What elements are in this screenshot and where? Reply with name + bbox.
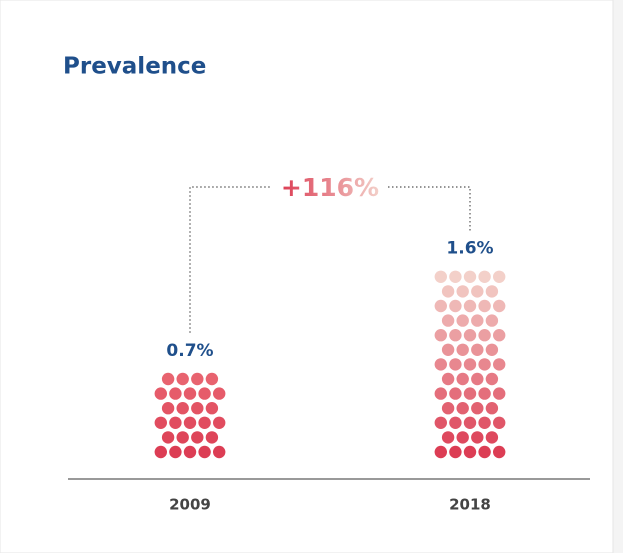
dot bbox=[463, 416, 477, 429]
dot bbox=[176, 372, 189, 386]
dot bbox=[198, 387, 211, 400]
dot bbox=[485, 402, 499, 415]
dot bbox=[456, 431, 469, 444]
dot bbox=[441, 343, 455, 356]
dot bbox=[485, 343, 499, 356]
dot bbox=[471, 431, 484, 444]
dot bbox=[434, 299, 447, 313]
dot bbox=[154, 416, 167, 429]
dot bbox=[449, 270, 462, 283]
dot bbox=[434, 445, 447, 459]
dot bbox=[434, 387, 447, 400]
dot bbox=[478, 329, 491, 342]
dot bbox=[493, 270, 506, 283]
dot bbox=[456, 343, 469, 356]
dot bbox=[434, 416, 447, 429]
dot bbox=[471, 285, 484, 298]
chart-title: Prevalence bbox=[63, 54, 206, 80]
dot bbox=[198, 445, 211, 459]
dot bbox=[471, 314, 484, 327]
dot bbox=[434, 358, 447, 371]
dot bbox=[463, 358, 477, 371]
dot bbox=[191, 372, 204, 386]
dot bbox=[161, 402, 175, 415]
dot bbox=[456, 402, 469, 415]
dot bbox=[441, 285, 455, 298]
dot bbox=[493, 299, 506, 313]
dot bbox=[463, 445, 477, 459]
dot bbox=[169, 416, 182, 429]
dot bbox=[441, 402, 455, 415]
dot bbox=[213, 387, 226, 400]
dot bbox=[441, 431, 455, 444]
annotation: +116% bbox=[281, 173, 379, 202]
dot bbox=[471, 343, 484, 356]
dot bbox=[493, 387, 506, 400]
dot bbox=[456, 314, 469, 327]
dot bbox=[183, 416, 197, 429]
dot bbox=[176, 431, 189, 444]
dot bbox=[205, 402, 219, 415]
dot bbox=[191, 431, 204, 444]
dot bbox=[161, 372, 175, 386]
dot bbox=[463, 387, 477, 400]
dot bbox=[161, 431, 175, 444]
dot bbox=[169, 445, 182, 459]
dot bbox=[471, 402, 484, 415]
dot bbox=[191, 402, 204, 415]
dot bbox=[485, 372, 499, 386]
dot bbox=[449, 445, 462, 459]
dot bbox=[434, 270, 447, 283]
dot bbox=[493, 329, 506, 342]
dot bbox=[493, 358, 506, 371]
dot bbox=[434, 329, 447, 342]
dot-stack bbox=[154, 372, 226, 459]
dot bbox=[183, 445, 197, 459]
dot bbox=[449, 416, 462, 429]
dot bbox=[471, 372, 484, 386]
bracket bbox=[189, 186, 471, 333]
dot bbox=[463, 270, 477, 283]
dot bbox=[463, 299, 477, 313]
dot bbox=[205, 372, 219, 386]
dot bbox=[478, 445, 491, 459]
dot-stack bbox=[434, 270, 506, 459]
dot bbox=[169, 387, 182, 400]
dot bbox=[456, 372, 469, 386]
dot bbox=[456, 285, 469, 298]
dot bbox=[449, 358, 462, 371]
dot bbox=[485, 285, 499, 298]
dot bbox=[485, 314, 499, 327]
dot bbox=[449, 299, 462, 313]
dot bbox=[213, 445, 226, 459]
dot bbox=[478, 358, 491, 371]
dot bbox=[154, 445, 167, 459]
dot bbox=[441, 372, 455, 386]
dot bbox=[213, 416, 226, 429]
dot bbox=[478, 387, 491, 400]
dot bbox=[463, 329, 477, 342]
dot bbox=[154, 387, 167, 400]
dot bbox=[176, 402, 189, 415]
dot bbox=[449, 387, 462, 400]
dot bbox=[478, 270, 491, 283]
dot bbox=[198, 416, 211, 429]
value-label: 1.6% bbox=[446, 239, 493, 259]
dot bbox=[205, 431, 219, 444]
x-tick-label: 2009 bbox=[169, 496, 211, 514]
dot bbox=[449, 329, 462, 342]
dot bbox=[493, 416, 506, 429]
dot bbox=[183, 387, 197, 400]
value-label: 0.7% bbox=[166, 341, 213, 361]
dot bbox=[478, 416, 491, 429]
dot bbox=[493, 445, 506, 459]
x-tick-label: 2018 bbox=[449, 496, 491, 514]
dot bbox=[485, 431, 499, 444]
dot bbox=[441, 314, 455, 327]
dot bbox=[478, 299, 491, 313]
